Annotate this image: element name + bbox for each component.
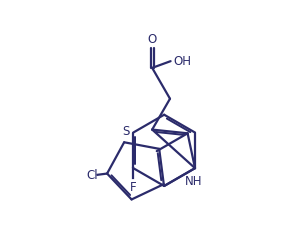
Text: O: O xyxy=(147,33,157,46)
Text: OH: OH xyxy=(173,55,191,68)
Text: Cl: Cl xyxy=(87,169,98,182)
Text: NH: NH xyxy=(184,175,202,188)
Text: S: S xyxy=(122,125,130,138)
Text: F: F xyxy=(130,181,136,194)
